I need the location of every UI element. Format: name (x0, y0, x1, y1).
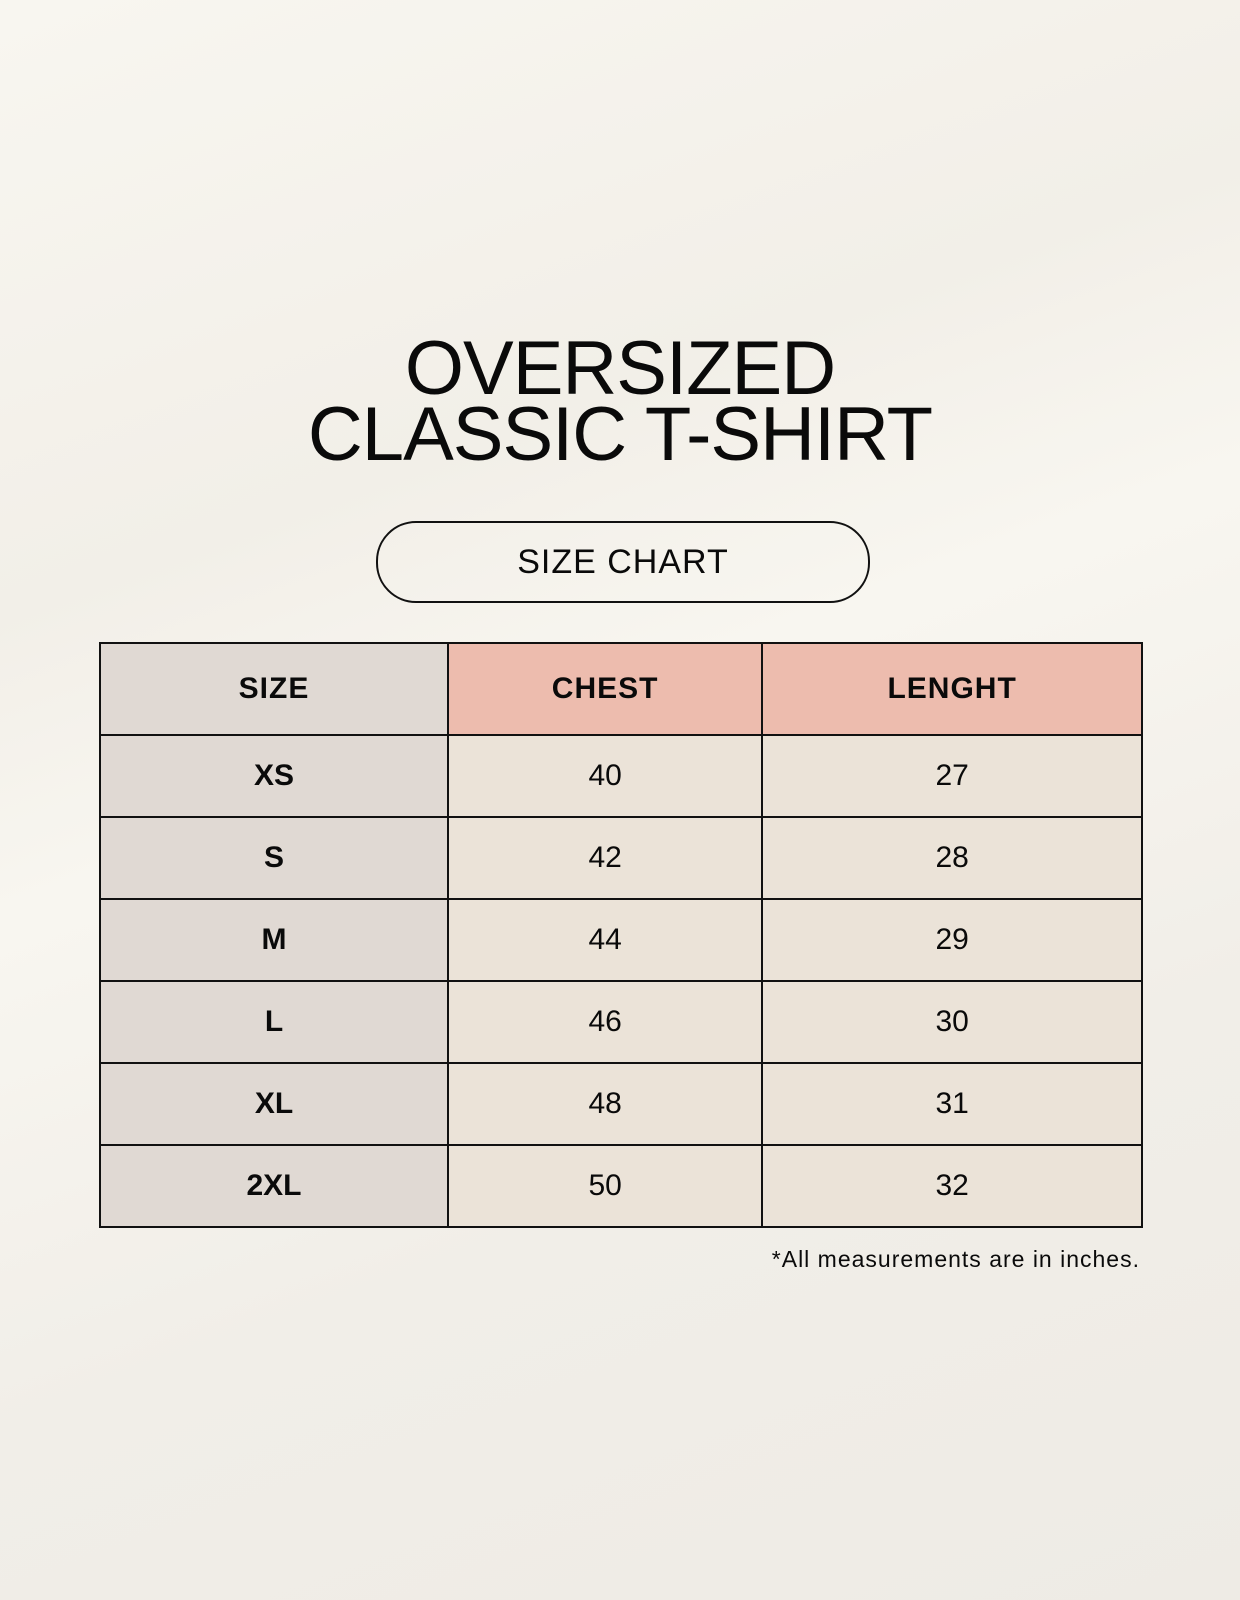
chest-cell: 44 (446, 898, 764, 982)
title-line-2: CLASSIC T-SHIRT (307, 392, 933, 477)
length-cell: 32 (761, 1144, 1143, 1228)
header-chest: CHEST (446, 642, 764, 736)
size-cell: XL (99, 1062, 449, 1146)
table-row: 2XL 50 32 (99, 1144, 1143, 1228)
length-cell: 28 (761, 816, 1143, 900)
size-table: SIZE CHEST LENGHT XS 40 27 S 42 28 M 44 29 L 46 30 X… (99, 642, 1143, 1228)
length-cell: 31 (761, 1062, 1143, 1146)
size-cell: M (99, 898, 449, 982)
table-header-row: SIZE CHEST LENGHT (99, 642, 1143, 736)
header-length: LENGHT (761, 642, 1143, 736)
footnote: *All measurements are in inches. (771, 1246, 1140, 1272)
title-line-1: OVERSIZED (404, 326, 836, 411)
chest-cell: 46 (446, 980, 764, 1064)
table-row: XL 48 31 (99, 1062, 1143, 1146)
header-size: SIZE (99, 642, 449, 736)
size-cell: S (99, 816, 449, 900)
chest-cell: 40 (446, 734, 764, 818)
chest-cell: 48 (446, 1062, 764, 1146)
page-title: OVERSIZED CLASSIC T-SHIRT (0, 326, 1240, 477)
table-row: S 42 28 (99, 816, 1143, 900)
length-cell: 27 (761, 734, 1143, 818)
table-row: M 44 29 (99, 898, 1143, 982)
size-cell: 2XL (99, 1144, 449, 1228)
table-row: XS 40 27 (99, 734, 1143, 818)
length-cell: 30 (761, 980, 1143, 1064)
size-chart-badge: SIZE CHART (376, 521, 870, 603)
size-cell: XS (99, 734, 449, 818)
table-row: L 46 30 (99, 980, 1143, 1064)
size-cell: L (99, 980, 449, 1064)
chest-cell: 42 (446, 816, 764, 900)
length-cell: 29 (761, 898, 1143, 982)
chest-cell: 50 (446, 1144, 764, 1228)
